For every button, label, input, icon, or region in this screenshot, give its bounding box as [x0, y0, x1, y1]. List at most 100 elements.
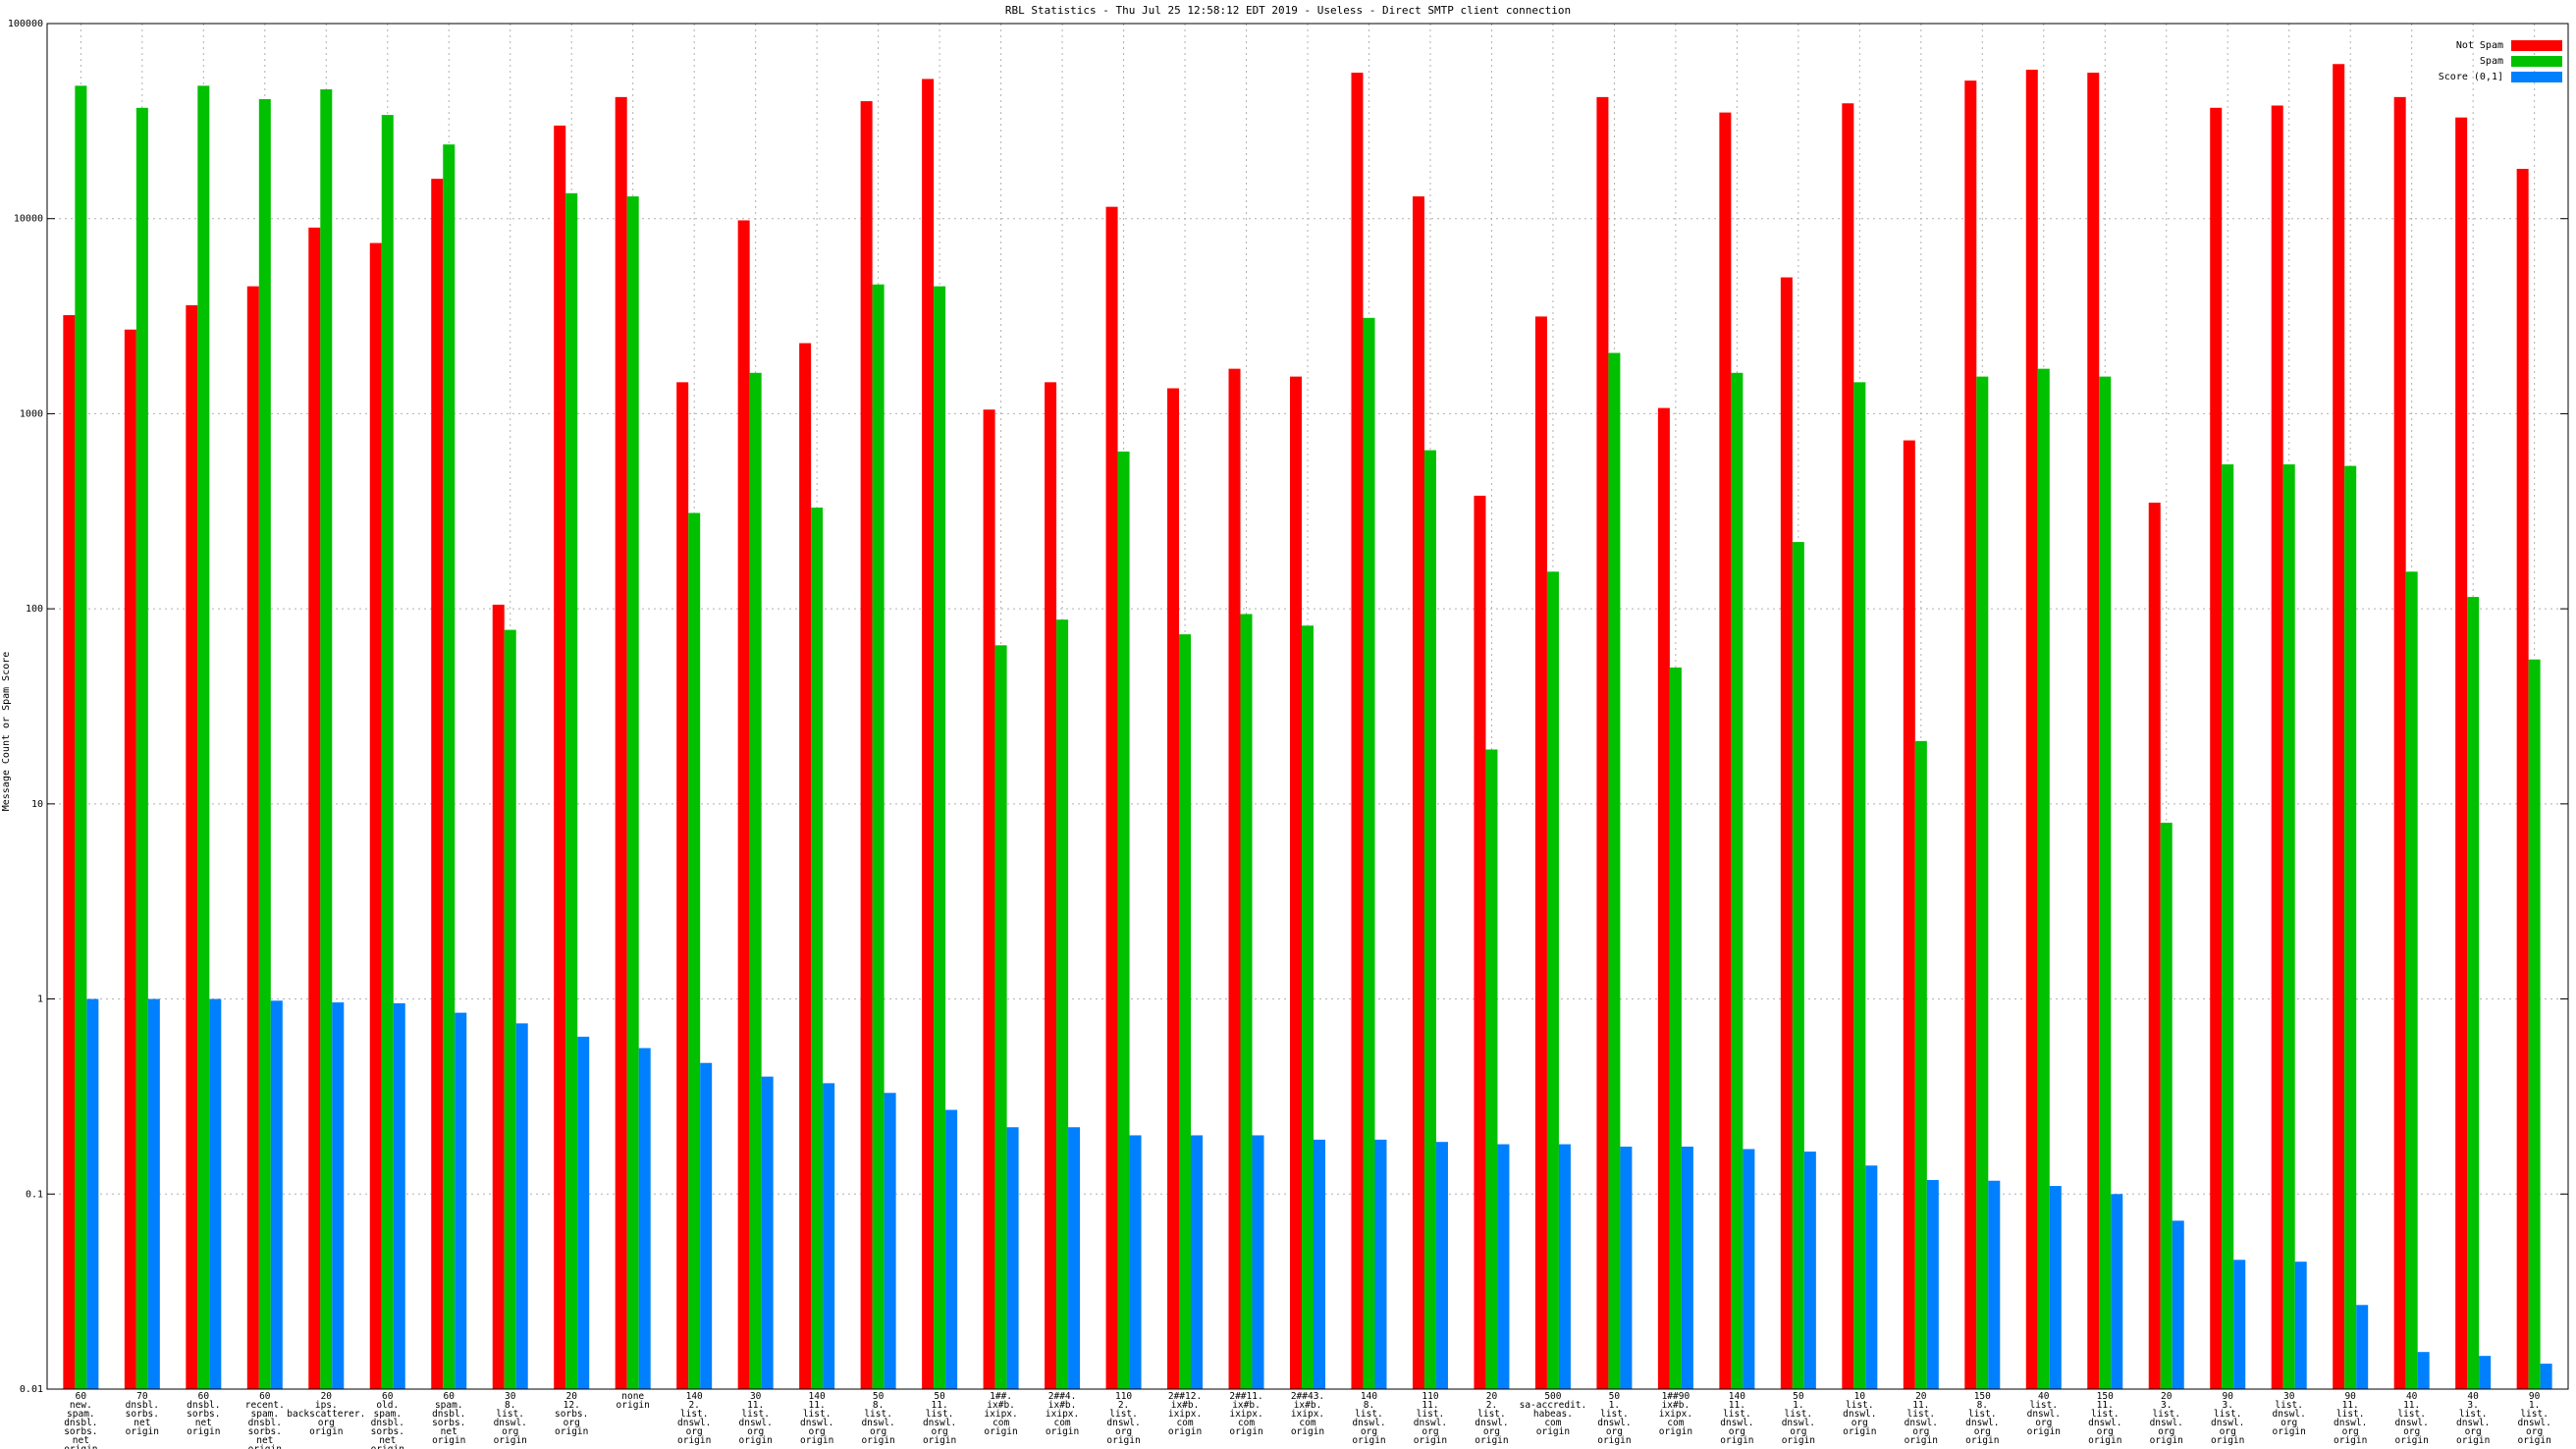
x-tick-label: 140 8. list. dnswl. org origin	[1352, 1391, 1385, 1446]
bar-score	[1803, 1152, 1816, 1389]
bar-spam	[688, 512, 701, 1389]
bar-spam	[994, 645, 1007, 1389]
bar-score	[2049, 1186, 2062, 1389]
bar-not-spam	[2333, 64, 2345, 1389]
x-tick-label: 20 12. sorbs. org origin	[555, 1391, 588, 1437]
bar-not-spam	[1534, 316, 1547, 1390]
bar-score	[700, 1062, 713, 1389]
bar-score	[86, 998, 99, 1389]
bar-not-spam	[983, 409, 995, 1389]
bar-spam	[1669, 667, 1682, 1389]
bar-not-spam	[737, 220, 750, 1390]
bar-spam	[2405, 571, 2418, 1389]
bar-not-spam	[1045, 382, 1057, 1390]
bar-spam	[2528, 659, 2541, 1389]
bar-not-spam	[124, 329, 136, 1389]
x-tick-label: 50 8. list. dnswl. org origin	[861, 1391, 894, 1446]
bar-not-spam	[246, 286, 259, 1389]
y-tick-label: 1000	[20, 408, 43, 419]
bar-score	[2417, 1352, 2430, 1389]
bar-spam	[504, 629, 516, 1389]
bar-score	[761, 1076, 774, 1389]
bar-score	[1681, 1146, 1693, 1389]
bar-spam	[320, 89, 333, 1389]
bar-spam	[749, 372, 762, 1390]
bar-not-spam	[1290, 376, 1302, 1389]
bar-spam	[872, 284, 885, 1389]
bar-not-spam	[922, 79, 935, 1389]
x-tick-label: 20 2. list. dnswl. org origin	[1475, 1391, 1508, 1446]
bar-not-spam	[2516, 168, 2529, 1389]
x-tick-label: 50 11. list. dnswl. org origin	[923, 1391, 956, 1446]
bar-score	[270, 1000, 283, 1389]
bar-spam	[135, 107, 148, 1390]
bar-spam	[1363, 317, 1375, 1390]
bar-score	[2479, 1356, 2492, 1389]
bar-not-spam	[1596, 96, 1609, 1390]
x-tick-label: 90 3. list. dnswl. org origin	[2211, 1391, 2244, 1446]
x-tick-label: 1##90 ix#b. ixipx. com origin	[1659, 1391, 1692, 1437]
bar-not-spam	[431, 179, 444, 1390]
x-tick-label: 50 1. list. dnswl. org origin	[1597, 1391, 1631, 1446]
bar-spam	[197, 85, 210, 1389]
bar-not-spam	[1228, 368, 1241, 1390]
y-tick-label: 100	[26, 604, 43, 615]
bar-score	[1743, 1149, 1755, 1389]
bar-score	[2356, 1305, 2369, 1389]
bar-not-spam	[860, 101, 873, 1389]
bar-spam	[2282, 464, 2295, 1389]
bar-not-spam	[1474, 495, 1486, 1389]
x-tick-label: 60 dnsbl. sorbs. net origin	[187, 1391, 220, 1437]
legend: Not Spam Spam Score (0,1]	[2439, 40, 2562, 82]
bar-score	[455, 1012, 467, 1389]
bar-spam	[1731, 372, 1744, 1390]
bar-not-spam	[1719, 112, 1732, 1389]
chart-title: RBL Statistics - Thu Jul 25 12:58:12 EDT…	[1005, 4, 1571, 17]
x-tick-label: 30 8. list. dnswl. org origin	[494, 1391, 527, 1446]
x-tick-label: 10 list. dnswl. org origin	[1843, 1391, 1876, 1437]
y-tick-label: 1	[37, 994, 43, 1005]
y-tick-label: 10	[31, 799, 43, 810]
bar-not-spam	[63, 315, 76, 1389]
bar-score	[1988, 1180, 2001, 1389]
bar-not-spam	[2455, 117, 2468, 1389]
x-tick-label: 30 list. dnswl. org origin	[2273, 1391, 2306, 1437]
bar-score	[393, 1002, 405, 1389]
bar-score	[1374, 1139, 1387, 1389]
bar-spam	[75, 85, 87, 1389]
bar-score	[577, 1037, 590, 1389]
x-tick-label: 20 3. list. dnswl. org origin	[2150, 1391, 2183, 1446]
x-tick-label: 2##43. ix#b. ixipx. com origin	[1291, 1391, 1324, 1437]
x-tick-label: 150 11. list. dnswl. org origin	[2088, 1391, 2121, 1446]
bar-not-spam	[186, 304, 198, 1390]
bars-group	[63, 64, 2552, 1390]
x-tick-label: 70 dnsbl. sorbs. net origin	[126, 1391, 159, 1437]
bar-spam	[2222, 464, 2234, 1389]
bar-score	[945, 1109, 958, 1389]
bar-spam	[1546, 571, 1559, 1389]
bar-score	[2233, 1260, 2246, 1389]
bar-score	[823, 1083, 835, 1389]
bar-score	[1314, 1139, 1325, 1389]
bar-spam	[2344, 465, 2357, 1390]
bar-score	[147, 998, 160, 1389]
bar-score	[515, 1023, 528, 1389]
bar-not-spam	[1105, 206, 1118, 1390]
x-tick-label: 40 3. list. dnswl. org origin	[2456, 1391, 2490, 1446]
x-tick-label: 1##. ix#b. ixipx. com origin	[984, 1391, 1017, 1437]
x-tick-label: 90 1. list. dnswl. org origin	[2517, 1391, 2550, 1446]
bar-spam	[1976, 376, 1989, 1389]
bar-not-spam	[1351, 73, 1364, 1390]
bar-score	[1865, 1165, 1878, 1389]
bar-score	[209, 998, 222, 1389]
bar-score	[2172, 1220, 2184, 1389]
bar-spam	[626, 196, 639, 1389]
bar-spam	[443, 144, 456, 1389]
x-tick-label: 2##4. ix#b. ixipx. com origin	[1046, 1391, 1079, 1437]
legend-label: Not Spam	[2456, 40, 2503, 51]
bar-not-spam	[1657, 407, 1670, 1389]
legend-label: Score (0,1]	[2439, 72, 2503, 82]
plot-frame	[46, 23, 2569, 1390]
bar-spam	[2099, 376, 2112, 1389]
